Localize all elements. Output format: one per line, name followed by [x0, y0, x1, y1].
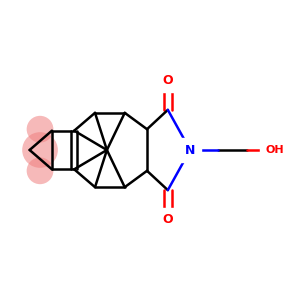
- Text: OH: OH: [266, 145, 284, 155]
- Text: O: O: [163, 74, 173, 87]
- Circle shape: [22, 132, 58, 168]
- Text: O: O: [163, 213, 173, 226]
- Circle shape: [27, 116, 53, 142]
- Text: N: N: [185, 143, 195, 157]
- Circle shape: [27, 158, 53, 184]
